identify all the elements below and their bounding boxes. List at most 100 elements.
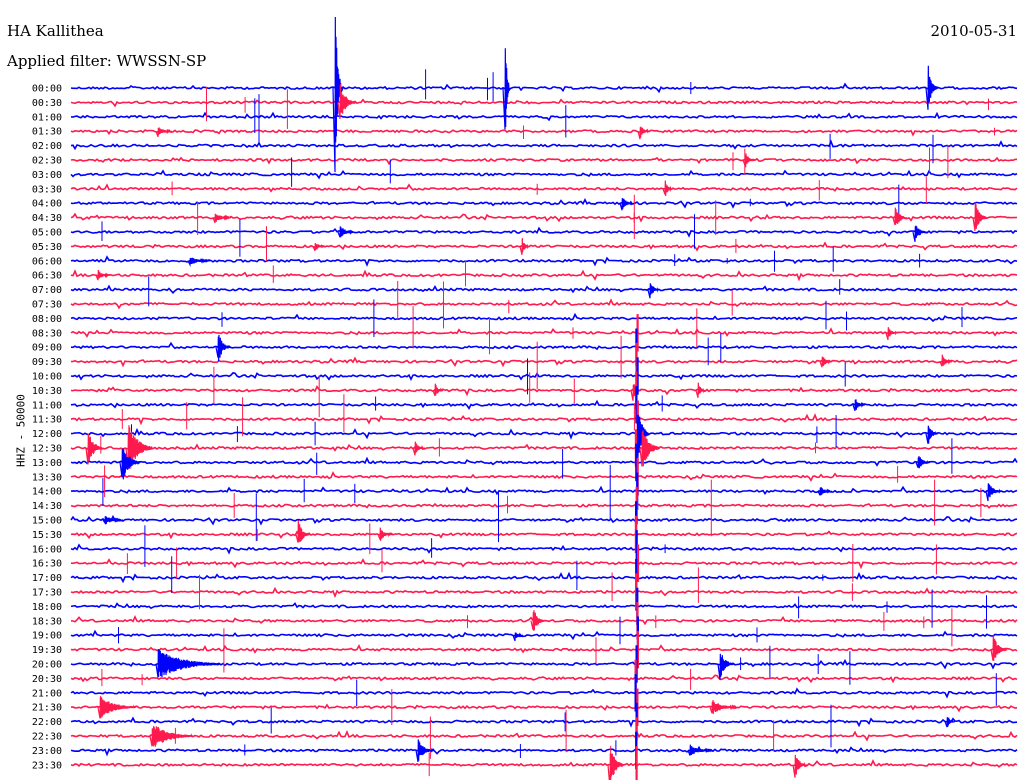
station-title: HA Kallithea xyxy=(7,22,104,40)
time-tick-label: 08:30 xyxy=(32,328,62,339)
time-tick-label: 12:00 xyxy=(32,429,62,440)
trace-row xyxy=(70,443,1018,452)
trace-row xyxy=(70,759,1018,768)
time-tick-label: 19:00 xyxy=(32,631,62,642)
time-tick-label: 11:00 xyxy=(32,400,62,411)
time-tick-label: 13:00 xyxy=(32,458,62,469)
time-tick-label: 22:00 xyxy=(32,717,62,728)
trace-row xyxy=(70,341,1018,351)
seismic-event xyxy=(97,697,137,719)
trace-row xyxy=(70,198,1018,209)
seismic-event xyxy=(915,456,931,469)
time-tick-label: 11:30 xyxy=(32,415,62,426)
time-tick-label: 09:00 xyxy=(32,343,62,354)
seismic-event xyxy=(149,725,195,747)
time-tick-label: 13:30 xyxy=(32,472,62,483)
trace-row xyxy=(70,530,1018,540)
seismic-event xyxy=(337,226,355,238)
seismic-event xyxy=(925,425,939,444)
seismic-event xyxy=(639,430,661,467)
seismic-event xyxy=(885,327,899,340)
trace-row xyxy=(70,226,1018,238)
trace-row xyxy=(70,98,1018,108)
trace-row xyxy=(70,745,1018,757)
seismic-event xyxy=(512,632,524,642)
trace-row xyxy=(70,284,1018,294)
trace-row xyxy=(70,703,1018,713)
seismic-event xyxy=(912,225,928,242)
date-label: 2010-05-31 xyxy=(930,22,1017,40)
trace-row xyxy=(70,615,1018,626)
seismic-event xyxy=(972,202,988,231)
trace-row xyxy=(70,356,1018,368)
seismic-event xyxy=(85,433,105,465)
seismic-event xyxy=(412,441,426,456)
time-tick-label: 03:00 xyxy=(32,170,62,181)
time-tick-label: 20:30 xyxy=(32,674,62,685)
time-tick-label: 15:30 xyxy=(32,530,62,541)
time-tick-label: 17:30 xyxy=(32,588,62,599)
trace-row xyxy=(70,212,1018,223)
seismic-event xyxy=(125,425,155,470)
seismic-event xyxy=(312,242,326,252)
trace-row xyxy=(70,456,1018,467)
time-tick-label: 23:00 xyxy=(32,746,62,757)
seismic-event xyxy=(944,717,956,728)
trace-row xyxy=(70,502,1018,509)
time-tick-label: 05:00 xyxy=(32,228,62,239)
trace-row xyxy=(70,384,1018,397)
seismic-event xyxy=(792,754,808,778)
seismic-event xyxy=(119,448,141,480)
time-tick-label: 10:30 xyxy=(32,386,62,397)
seismic-event xyxy=(852,399,866,411)
trace-row xyxy=(70,255,1018,267)
seismic-event xyxy=(432,383,444,397)
seismic-event xyxy=(695,382,707,398)
time-tick-label: 05:30 xyxy=(32,242,62,253)
time-tick-label: 22:30 xyxy=(32,732,62,743)
seismic-event xyxy=(155,127,173,138)
seismic-event xyxy=(637,126,651,140)
trace-row xyxy=(70,169,1018,180)
time-tick-label: 07:30 xyxy=(32,300,62,311)
time-tick-label: 14:30 xyxy=(32,501,62,512)
time-tick-label: 03:30 xyxy=(32,184,62,195)
trace-row xyxy=(70,571,1017,584)
filter-label: Applied filter: WWSSN-SP xyxy=(7,52,207,70)
seismic-event xyxy=(709,700,739,715)
trace-row xyxy=(70,312,1018,323)
time-tick-label: 04:30 xyxy=(32,213,62,224)
time-tick-label: 16:00 xyxy=(32,544,62,555)
seismic-event xyxy=(647,283,661,299)
seismic-event xyxy=(337,84,357,119)
seismic-event xyxy=(519,238,531,255)
seismic-event xyxy=(819,356,833,368)
trace-row xyxy=(70,82,1018,94)
time-tick-label: 06:30 xyxy=(32,271,62,282)
time-tick-label: 01:30 xyxy=(32,127,62,138)
seismic-event xyxy=(635,416,651,458)
time-tick-label: 15:00 xyxy=(32,516,62,527)
time-tick-label: 00:30 xyxy=(32,98,62,109)
seismic-event xyxy=(619,198,635,211)
seismic-event xyxy=(530,610,546,631)
time-tick-label: 21:30 xyxy=(32,703,62,714)
trace-row xyxy=(70,729,1018,742)
seismic-event xyxy=(502,48,512,130)
time-tick-label: 00:00 xyxy=(32,84,62,95)
trace-row xyxy=(70,558,1018,570)
seismic-event xyxy=(985,483,1003,502)
trace-row xyxy=(70,156,1018,166)
trace-row xyxy=(70,514,1018,526)
time-tick-label: 07:00 xyxy=(32,285,62,296)
time-tick-label: 06:00 xyxy=(32,256,62,267)
seismic-event xyxy=(212,213,232,224)
seismic-event xyxy=(742,153,756,168)
time-tick-label: 18:30 xyxy=(32,616,62,627)
seismic-event xyxy=(187,257,211,267)
seismic-event xyxy=(215,334,231,362)
trace-row xyxy=(70,327,1018,338)
seismic-event xyxy=(102,516,124,525)
seismic-event xyxy=(817,487,833,496)
